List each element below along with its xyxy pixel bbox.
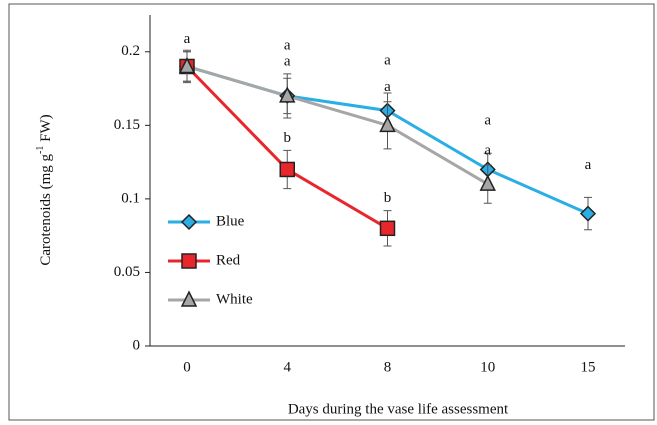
x-tick-label: 15 bbox=[581, 359, 596, 375]
marker bbox=[379, 115, 396, 133]
significance-letter: a bbox=[484, 113, 491, 129]
marker bbox=[579, 205, 597, 222]
y-tick-label: 0.05 bbox=[114, 264, 140, 280]
marker bbox=[379, 220, 396, 237]
x-tick-label: 4 bbox=[284, 359, 292, 375]
legend-label: Red bbox=[216, 252, 241, 268]
legend-label: White bbox=[216, 291, 253, 307]
significance-letter: a bbox=[384, 79, 391, 95]
x-axis-label: Days during the vase life assessment bbox=[288, 401, 509, 417]
significance-letter: a bbox=[284, 53, 291, 69]
significance-letter: a bbox=[384, 52, 391, 68]
significance-letter: b bbox=[284, 130, 292, 146]
series-line bbox=[186, 65, 489, 186]
x-tick-label: 8 bbox=[384, 359, 392, 375]
x-tick-label: 10 bbox=[480, 359, 495, 375]
y-label-sup: -1 bbox=[35, 146, 46, 154]
y-tick-label: 0.2 bbox=[121, 43, 140, 59]
y-tick-label: 0.1 bbox=[121, 190, 140, 206]
significance-letter: a bbox=[284, 38, 291, 54]
frame bbox=[8, 3, 655, 421]
marker bbox=[181, 253, 197, 269]
y-tick-label: 0 bbox=[133, 337, 141, 353]
marker bbox=[180, 213, 198, 231]
y-label-part: Carotenoids (mg g bbox=[38, 153, 54, 265]
x-tick-label: 0 bbox=[183, 359, 191, 375]
y-tick-label: 0.15 bbox=[114, 117, 140, 133]
marker bbox=[279, 86, 296, 103]
y-label-part: FW) bbox=[38, 114, 54, 145]
marker bbox=[180, 290, 198, 307]
significance-letter: b bbox=[384, 190, 392, 206]
significance-letter: a bbox=[484, 142, 491, 158]
marker bbox=[178, 56, 196, 74]
legend-label: Blue bbox=[216, 213, 245, 229]
significance-letter: a bbox=[184, 31, 191, 47]
y-axis-label: Carotenoids (mg g-1 FW) bbox=[35, 114, 54, 265]
marker bbox=[479, 174, 496, 191]
significance-letter: a bbox=[585, 157, 592, 173]
marker bbox=[279, 161, 295, 178]
